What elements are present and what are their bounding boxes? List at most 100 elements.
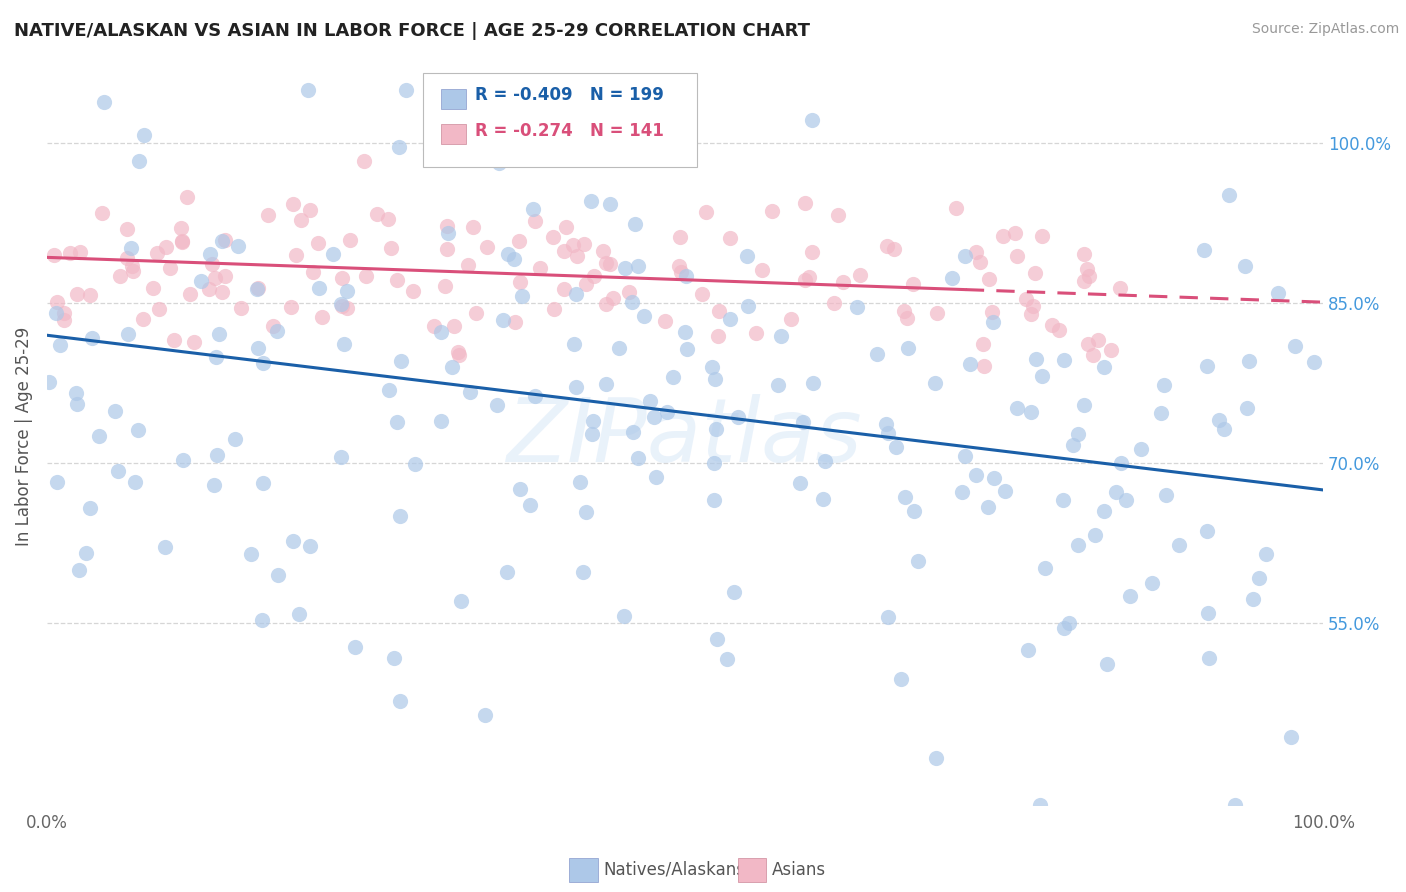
- Point: [1078, 268, 1101, 283]
- Text: Natives/Alaskans: Natives/Alaskans: [603, 861, 745, 879]
- Point: [330, 450, 353, 464]
- Point: [281, 197, 304, 211]
- Point: [569, 475, 592, 489]
- Point: [981, 305, 1004, 319]
- Point: [486, 398, 509, 412]
- Point: [811, 491, 834, 506]
- Point: [447, 348, 470, 362]
- Point: [599, 257, 621, 271]
- Point: [1249, 572, 1271, 586]
- Point: [769, 329, 792, 343]
- Point: [38, 376, 60, 390]
- Point: [668, 260, 690, 274]
- Point: [582, 269, 605, 284]
- Point: [226, 239, 249, 253]
- Point: [388, 509, 411, 524]
- Point: [380, 241, 402, 255]
- Point: [159, 260, 181, 275]
- Point: [703, 372, 725, 386]
- Point: [519, 499, 541, 513]
- Point: [704, 421, 727, 435]
- Point: [612, 125, 634, 139]
- Point: [170, 235, 193, 249]
- Point: [1192, 243, 1215, 257]
- Point: [336, 284, 359, 298]
- Point: [378, 383, 401, 397]
- Point: [183, 335, 205, 350]
- Point: [132, 311, 155, 326]
- Point: [117, 327, 139, 342]
- Text: R = -0.274   N = 141: R = -0.274 N = 141: [475, 122, 664, 140]
- Point: [311, 310, 333, 325]
- Text: ZIPatlas: ZIPatlas: [508, 393, 863, 480]
- Point: [619, 285, 641, 300]
- Point: [523, 213, 546, 227]
- Point: [800, 245, 823, 260]
- Point: [172, 453, 194, 467]
- Point: [93, 95, 115, 109]
- Point: [654, 314, 676, 328]
- Text: R = -0.409   N = 199: R = -0.409 N = 199: [475, 87, 664, 104]
- Point: [201, 257, 224, 271]
- Point: [308, 281, 330, 295]
- Point: [875, 417, 897, 432]
- Point: [290, 213, 312, 227]
- Point: [572, 236, 595, 251]
- Point: [720, 231, 742, 245]
- Point: [595, 255, 617, 269]
- Point: [565, 286, 588, 301]
- Point: [498, 247, 520, 261]
- Point: [953, 249, 976, 263]
- Point: [1218, 188, 1240, 202]
- Point: [716, 652, 738, 666]
- Point: [339, 233, 361, 247]
- Point: [907, 554, 929, 568]
- Point: [595, 376, 617, 391]
- Point: [461, 219, 484, 234]
- Point: [385, 415, 408, 429]
- Point: [87, 429, 110, 443]
- Point: [555, 219, 578, 234]
- Y-axis label: In Labor Force | Age 25-29: In Labor Force | Age 25-29: [15, 327, 32, 546]
- Point: [1142, 575, 1164, 590]
- Point: [205, 351, 228, 365]
- Point: [382, 651, 405, 665]
- Point: [333, 337, 356, 351]
- Point: [208, 326, 231, 341]
- Point: [890, 672, 912, 686]
- Point: [1057, 616, 1080, 631]
- Point: [491, 312, 513, 326]
- Point: [1234, 259, 1257, 273]
- Point: [124, 475, 146, 489]
- Point: [59, 246, 82, 260]
- Point: [1279, 730, 1302, 744]
- Point: [814, 454, 837, 468]
- Point: [718, 311, 741, 326]
- Point: [953, 449, 976, 463]
- Point: [127, 423, 149, 437]
- Point: [1284, 338, 1306, 352]
- Point: [197, 282, 219, 296]
- Point: [595, 297, 617, 311]
- Point: [553, 282, 575, 296]
- Point: [633, 309, 655, 323]
- Point: [638, 393, 661, 408]
- Point: [553, 244, 575, 259]
- Point: [1208, 412, 1230, 426]
- Point: [893, 303, 915, 318]
- Point: [579, 194, 602, 209]
- Point: [1092, 503, 1115, 517]
- Point: [284, 248, 307, 262]
- Point: [983, 471, 1005, 485]
- Point: [205, 448, 228, 462]
- Point: [121, 259, 143, 273]
- Point: [643, 409, 665, 424]
- Point: [246, 281, 269, 295]
- Point: [973, 359, 995, 374]
- Point: [950, 485, 973, 500]
- Point: [389, 354, 412, 368]
- Point: [1024, 266, 1046, 280]
- Point: [298, 203, 321, 218]
- Point: [252, 356, 274, 370]
- Point: [884, 440, 907, 454]
